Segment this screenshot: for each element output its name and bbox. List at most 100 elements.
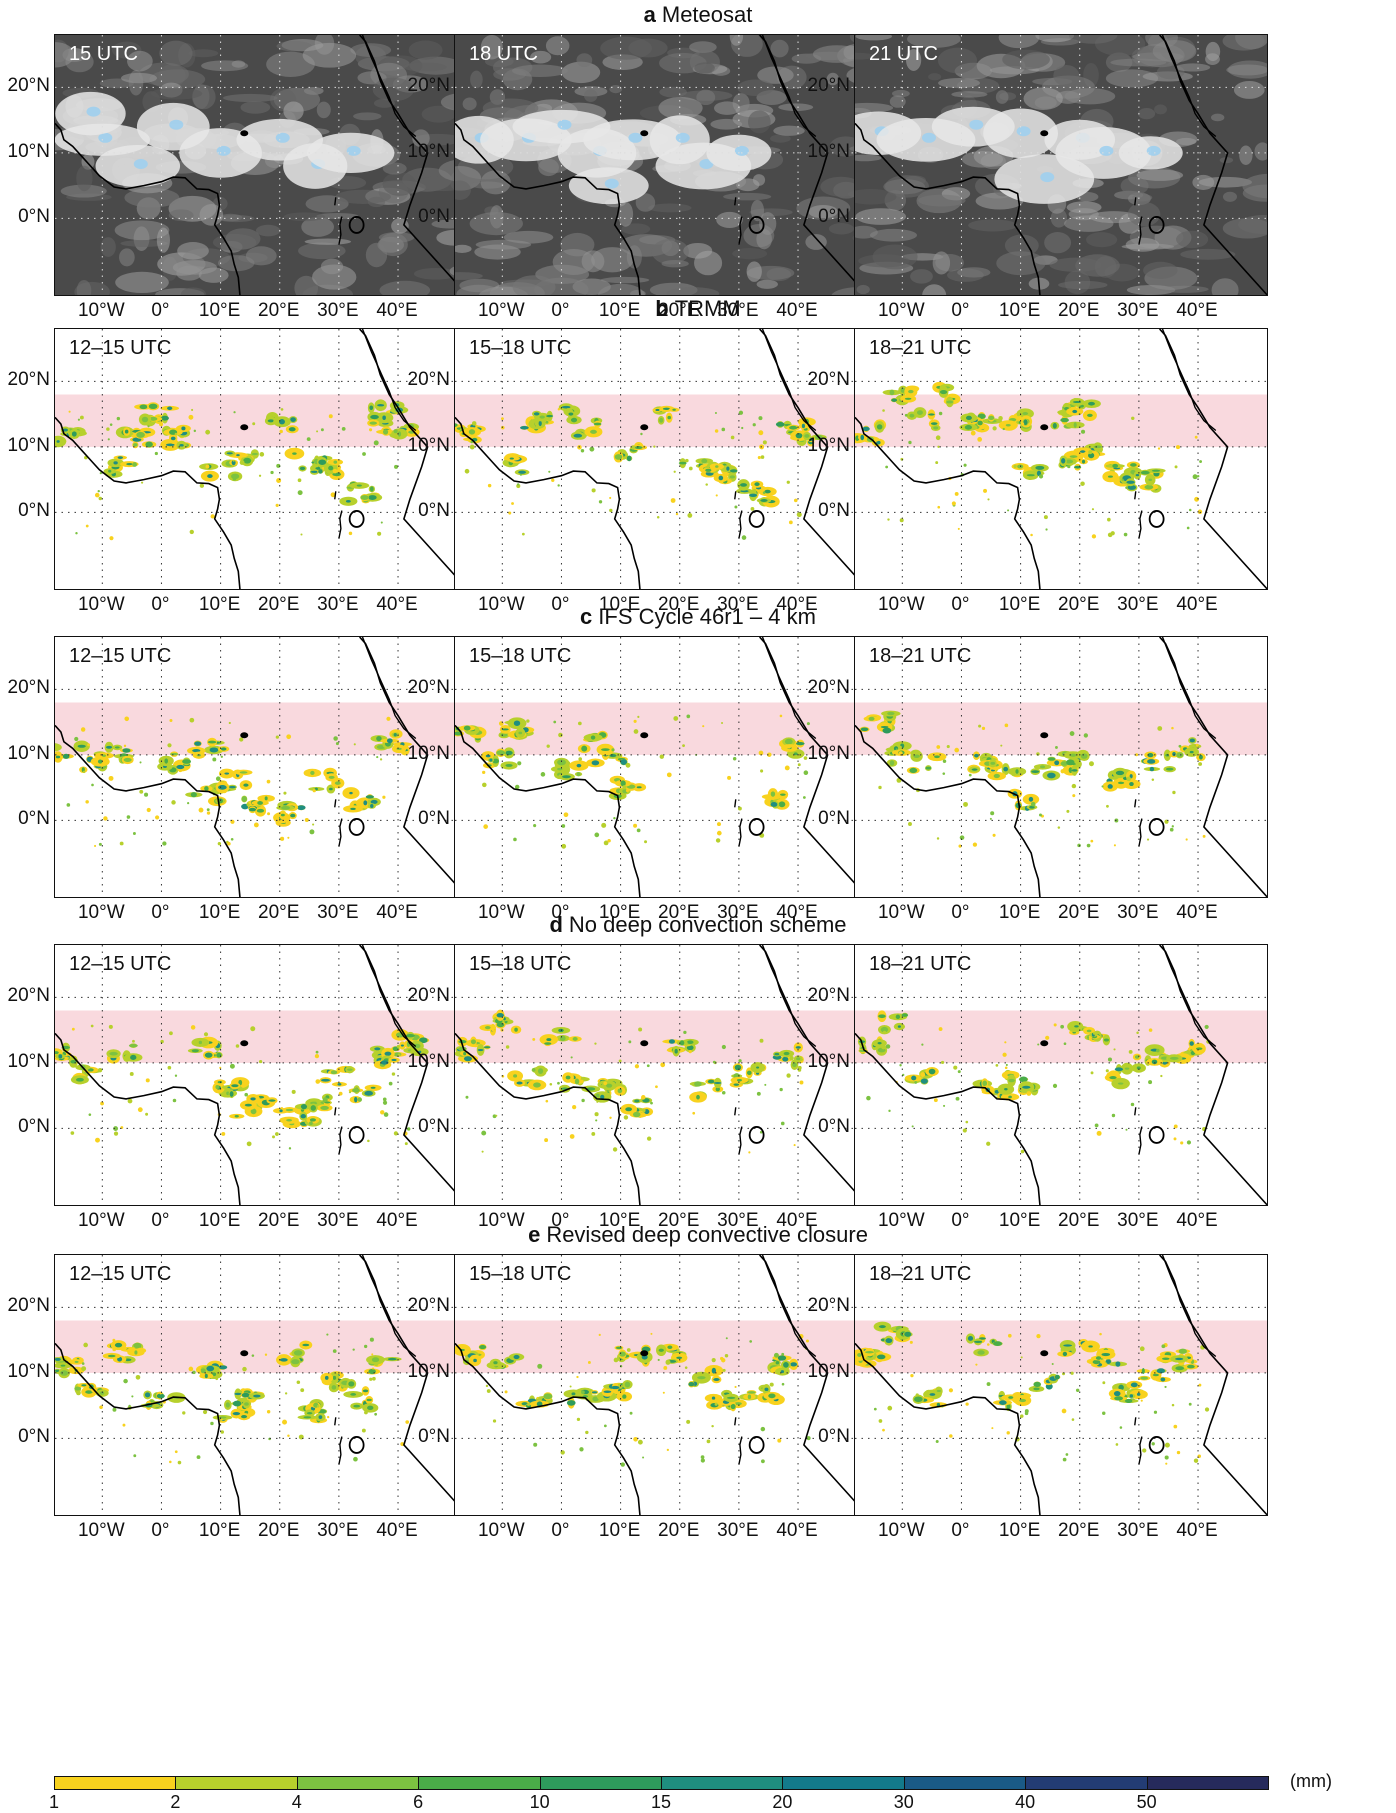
colorbar-tick-label: 4 xyxy=(291,1792,302,1812)
lon-tick-label: 30°E xyxy=(717,902,759,923)
lon-tick-label: 30°E xyxy=(317,594,359,615)
lon-tick-label: 10°W xyxy=(877,1520,925,1541)
lon-tick-label: 10°W xyxy=(477,300,525,321)
row-title-text: TRMM xyxy=(674,296,741,321)
lon-tick-label: 0° xyxy=(551,1520,570,1541)
lat-tick-label: 0°N xyxy=(18,808,50,830)
lon-tick-label: 0° xyxy=(151,1210,170,1231)
lon-tick-label: 20°E xyxy=(258,594,300,615)
lon-tick-label: 40°E xyxy=(1176,1210,1218,1231)
lon-tick-label: 10°E xyxy=(598,1210,641,1231)
colorbar-tick-label: 10 xyxy=(529,1792,550,1812)
lat-tick-label: 20°N xyxy=(807,369,850,391)
map-panel-b-1: 12–15 UTC xyxy=(54,328,468,590)
row-title-text: Meteosat xyxy=(661,2,753,27)
colorbar-tick-label: 30 xyxy=(893,1792,914,1812)
lon-tick-label: 40°E xyxy=(376,902,418,923)
time-label: 12–15 UTC xyxy=(69,953,172,975)
lon-tick-label: 20°E xyxy=(658,300,700,321)
lon-tick-label: 20°E xyxy=(258,1210,300,1231)
time-label: 18–21 UTC xyxy=(869,337,972,359)
lat-tick-label: 0°N xyxy=(18,206,50,228)
time-label: 15–18 UTC xyxy=(469,953,572,975)
map-canvas xyxy=(455,945,867,1205)
lon-tick-label: 10°E xyxy=(598,902,641,923)
lon-tick-label: 10°W xyxy=(877,300,925,321)
lat-tick-label: 20°N xyxy=(7,677,50,699)
colorbar-tick-label: 40 xyxy=(1015,1792,1036,1812)
lon-tick-label: 10°W xyxy=(477,1520,525,1541)
lat-tick-label: 0°N xyxy=(818,206,850,228)
time-label: 18–21 UTC xyxy=(869,1263,972,1285)
lon-tick-label: 0° xyxy=(551,1210,570,1231)
lat-tick-label: 0°N xyxy=(418,500,450,522)
lon-tick-label: 30°E xyxy=(317,902,359,923)
colorbar-segment xyxy=(418,1776,541,1790)
lat-tick-label: 10°N xyxy=(7,140,50,162)
map-panel-d-1: 12–15 UTC xyxy=(54,944,468,1206)
lon-tick-label: 10°E xyxy=(998,1520,1041,1541)
lon-tick-label: 0° xyxy=(551,594,570,615)
map-canvas xyxy=(455,329,867,589)
row-title-text: No deep convection scheme xyxy=(568,912,847,937)
lon-tick-label: 0° xyxy=(951,300,970,321)
lon-tick-label: 40°E xyxy=(776,1520,818,1541)
map-panel-a-2: 18 UTC xyxy=(454,34,868,296)
lon-tick-label: 40°E xyxy=(376,1520,418,1541)
map-panel-b-3: 18–21 UTC xyxy=(854,328,1268,590)
map-canvas xyxy=(855,945,1267,1205)
map-canvas xyxy=(855,637,1267,897)
lat-tick-label: 10°N xyxy=(7,434,50,456)
map-panel-c-1: 12–15 UTC xyxy=(54,636,468,898)
panel-letter: a xyxy=(643,2,656,27)
time-label: 18–21 UTC xyxy=(869,953,972,975)
time-label: 21 UTC xyxy=(869,43,938,65)
lon-tick-label: 10°E xyxy=(198,1520,241,1541)
row-title-c: c IFS Cycle 46r1 – 4 km xyxy=(0,604,1396,630)
lon-tick-label: 10°W xyxy=(477,594,525,615)
lat-tick-label: 10°N xyxy=(7,1050,50,1072)
time-label: 12–15 UTC xyxy=(69,645,172,667)
lon-tick-label: 10°E xyxy=(198,1210,241,1231)
time-label: 15 UTC xyxy=(69,43,138,65)
lon-tick-label: 20°E xyxy=(658,1210,700,1231)
map-canvas xyxy=(55,637,467,897)
colorbar-tick-label: 1 xyxy=(48,1792,59,1812)
lon-tick-label: 10°W xyxy=(77,902,125,923)
map-panel-a-3: 21 UTC xyxy=(854,34,1268,296)
lon-tick-label: 10°W xyxy=(77,300,125,321)
lat-tick-label: 0°N xyxy=(18,1426,50,1448)
map-panel-d-3: 18–21 UTC xyxy=(854,944,1268,1206)
lat-tick-label: 10°N xyxy=(807,140,850,162)
lat-tick-label: 10°N xyxy=(407,434,450,456)
lon-tick-label: 10°E xyxy=(198,300,241,321)
lat-tick-label: 10°N xyxy=(407,1050,450,1072)
lon-tick-label: 10°E xyxy=(598,1520,641,1541)
lon-tick-label: 30°E xyxy=(1117,1210,1159,1231)
lat-tick-label: 10°N xyxy=(407,140,450,162)
panel-letter: e xyxy=(528,1222,541,1247)
lat-tick-label: 20°N xyxy=(407,369,450,391)
lon-tick-label: 10°E xyxy=(998,594,1041,615)
map-panel-d-2: 15–18 UTC xyxy=(454,944,868,1206)
map-canvas xyxy=(55,945,467,1205)
lat-tick-label: 10°N xyxy=(807,1360,850,1382)
map-panel-c-3: 18–21 UTC xyxy=(854,636,1268,898)
colorbar-tick-label: 20 xyxy=(772,1792,793,1812)
time-label: 18 UTC xyxy=(469,43,538,65)
time-label: 15–18 UTC xyxy=(469,645,572,667)
time-label: 18–21 UTC xyxy=(869,645,972,667)
lon-tick-label: 40°E xyxy=(776,902,818,923)
colorbar-tick-label: 15 xyxy=(650,1792,672,1812)
lon-tick-label: 30°E xyxy=(717,594,759,615)
lon-tick-label: 10°E xyxy=(998,1210,1041,1231)
lon-tick-label: 0° xyxy=(951,902,970,923)
time-label: 12–15 UTC xyxy=(69,1263,172,1285)
lon-tick-label: 40°E xyxy=(1176,902,1218,923)
lon-tick-label: 20°E xyxy=(258,1520,300,1541)
lat-tick-label: 20°N xyxy=(407,75,450,97)
map-canvas xyxy=(855,1255,1267,1515)
map-panel-c-2: 15–18 UTC xyxy=(454,636,868,898)
lon-tick-label: 30°E xyxy=(717,1520,759,1541)
lat-tick-label: 20°N xyxy=(807,1295,850,1317)
